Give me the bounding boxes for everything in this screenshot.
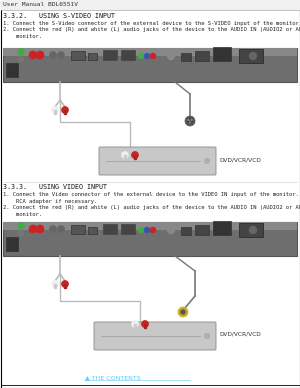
Bar <box>195 225 209 235</box>
Text: 1. Connect the S-Video connector of the external device to the S-VIDEO input of : 1. Connect the S-Video connector of the … <box>3 21 300 26</box>
Bar <box>106 161 201 162</box>
Circle shape <box>138 227 144 233</box>
Bar <box>54 284 56 288</box>
Circle shape <box>36 225 44 233</box>
Circle shape <box>181 310 185 314</box>
Bar <box>101 336 201 337</box>
Bar <box>144 324 146 328</box>
FancyBboxPatch shape <box>99 147 216 175</box>
Circle shape <box>188 119 192 123</box>
Text: RCA adapter if necessary.: RCA adapter if necessary. <box>3 199 97 203</box>
Bar <box>88 53 97 60</box>
Bar <box>3 222 297 256</box>
Circle shape <box>122 151 128 159</box>
Bar <box>3 48 297 82</box>
Circle shape <box>131 151 139 159</box>
Bar <box>64 110 66 114</box>
Bar <box>213 221 231 235</box>
Bar <box>6 237 18 251</box>
Circle shape <box>61 106 68 114</box>
Bar <box>239 223 263 237</box>
Circle shape <box>18 230 24 236</box>
Text: monitor.: monitor. <box>3 211 42 217</box>
Circle shape <box>58 52 64 59</box>
Circle shape <box>61 281 68 288</box>
Bar <box>213 47 231 61</box>
Circle shape <box>138 53 144 59</box>
Circle shape <box>144 227 150 233</box>
Text: DVD/VCR/VCD: DVD/VCR/VCD <box>219 157 261 162</box>
Circle shape <box>17 48 25 55</box>
Circle shape <box>17 222 25 229</box>
Circle shape <box>204 158 210 164</box>
Bar <box>64 284 66 288</box>
Circle shape <box>249 226 257 234</box>
Circle shape <box>50 225 56 232</box>
Circle shape <box>131 320 139 327</box>
Bar <box>121 50 135 60</box>
Circle shape <box>191 120 192 121</box>
Circle shape <box>52 106 58 114</box>
Bar <box>6 63 18 77</box>
Bar <box>54 110 56 114</box>
Circle shape <box>150 53 156 59</box>
Bar <box>71 51 85 60</box>
Text: 3.3.2.   USING S-VIDEO INPUT: 3.3.2. USING S-VIDEO INPUT <box>3 13 115 19</box>
Circle shape <box>29 225 37 233</box>
Circle shape <box>52 281 58 288</box>
Circle shape <box>50 52 56 59</box>
Bar <box>239 49 263 63</box>
Bar <box>195 51 209 61</box>
Bar <box>134 324 136 328</box>
Circle shape <box>178 307 188 317</box>
Text: DVD/VCR/VCD: DVD/VCR/VCD <box>219 332 261 337</box>
Bar <box>71 225 85 234</box>
Bar <box>134 155 136 159</box>
Text: 2. Connect the red (R) and white (L) audio jacks of the device to the AUDIO IN (: 2. Connect the red (R) and white (L) aud… <box>3 205 300 210</box>
Circle shape <box>150 227 156 233</box>
Text: monitor.: monitor. <box>3 34 42 39</box>
Bar <box>124 155 126 159</box>
Bar <box>3 222 297 230</box>
Text: 3.3.3.   USING VIDEO INPUT: 3.3.3. USING VIDEO INPUT <box>3 184 107 190</box>
FancyBboxPatch shape <box>94 322 216 350</box>
Bar <box>1 0 299 10</box>
Bar <box>103 50 117 60</box>
Circle shape <box>167 227 175 234</box>
Text: 1. Connect the Video connector of the external device to the VIDEO IN input of t: 1. Connect the Video connector of the ex… <box>3 192 300 197</box>
Circle shape <box>29 51 37 59</box>
Circle shape <box>142 320 148 327</box>
Text: ▲ THE CONTENTS: ▲ THE CONTENTS <box>85 375 141 380</box>
Bar <box>88 227 97 234</box>
Circle shape <box>144 53 150 59</box>
Text: 2. Connect the red (R) and white (L) audio jacks of the device to the AUDIO IN (: 2. Connect the red (R) and white (L) aud… <box>3 28 300 33</box>
Bar <box>103 224 117 234</box>
Text: User Manual BDL6551V: User Manual BDL6551V <box>3 2 78 7</box>
Circle shape <box>167 52 175 59</box>
Bar <box>181 227 191 235</box>
Circle shape <box>58 225 64 232</box>
Bar <box>181 53 191 61</box>
Circle shape <box>188 120 189 121</box>
Bar <box>3 48 297 56</box>
Circle shape <box>185 116 195 126</box>
Circle shape <box>204 333 210 339</box>
Circle shape <box>249 52 257 60</box>
Circle shape <box>18 56 24 62</box>
Circle shape <box>36 51 44 59</box>
Bar <box>121 224 135 234</box>
